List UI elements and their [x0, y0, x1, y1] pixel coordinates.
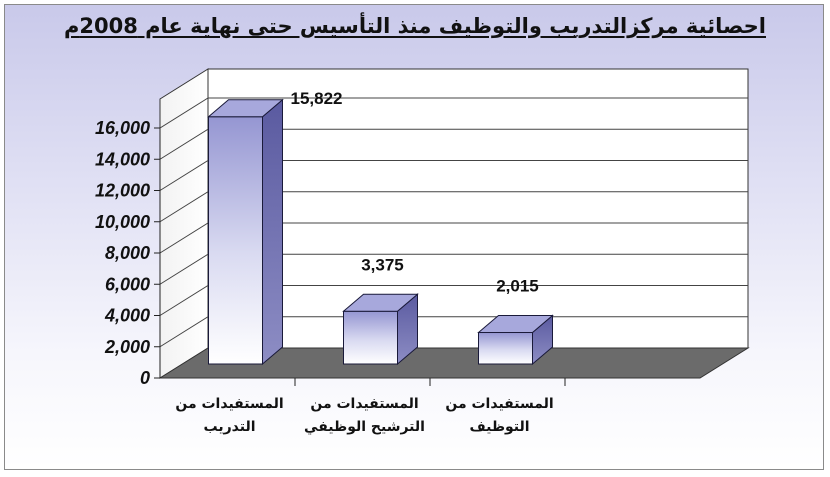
y-tick-label: 14,000	[95, 149, 150, 169]
bar-top	[342, 293, 419, 312]
x-tick-label: المستفيدات من	[445, 396, 553, 412]
y-tick-label: 6,000	[105, 274, 150, 294]
y-tick-label: 16,000	[95, 118, 150, 138]
bar	[343, 310, 398, 365]
x-tick-label: المستفيدات من	[310, 396, 418, 412]
y-tick-label: 10,000	[95, 212, 150, 232]
bar-top	[477, 315, 554, 334]
y-tick-label: 4,000	[104, 306, 150, 326]
back-wall	[207, 68, 749, 349]
y-tick-label: 0	[140, 368, 150, 388]
floor	[158, 347, 750, 379]
bar-side	[262, 98, 283, 366]
chart-title: احصائية مركزالتدريب والتوظيف منذ التأسيس…	[63, 14, 766, 38]
y-tick-label: 8,000	[105, 243, 150, 263]
bar-top	[207, 99, 284, 118]
data-label: 2,015	[496, 277, 539, 296]
data-label: 3,375	[361, 255, 404, 274]
x-tick-label: التدريب	[204, 419, 256, 435]
y-tick-label: 12,000	[95, 181, 150, 201]
x-tick-label: الترشيح الوظيفي	[304, 419, 425, 435]
y-tick-label: 2,000	[104, 337, 150, 357]
gridline	[159, 97, 748, 129]
bar	[478, 332, 533, 365]
x-tick-label: التوظيف	[469, 419, 529, 435]
bar	[208, 116, 263, 365]
data-label: 15,822	[291, 89, 343, 108]
x-tick-label: المستفيدات من	[175, 396, 283, 412]
